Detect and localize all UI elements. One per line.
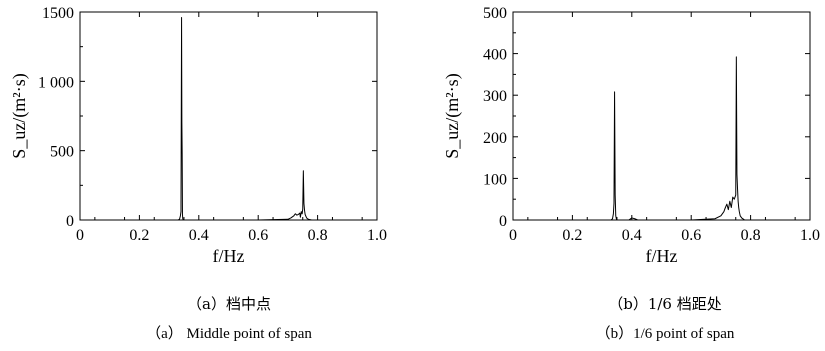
x-axis-label: f/Hz bbox=[213, 246, 245, 266]
x-tick-label: 0 bbox=[509, 227, 517, 244]
spectrum-series-line bbox=[80, 17, 377, 221]
caption-a-en: （a） Middle point of span bbox=[146, 326, 312, 342]
x-tick-label: 0 bbox=[76, 227, 84, 244]
spectrum-series-line bbox=[513, 56, 810, 221]
x-tick-label: 0.8 bbox=[308, 227, 328, 244]
x-tick-label: 0.6 bbox=[248, 227, 268, 244]
x-tick-label: 0.4 bbox=[189, 227, 209, 244]
chart-panel-b: 0 0.2 0.4 0.6 0.8 1.0 0 100 200 300 400 500 f/Hz S_uz… bbox=[442, 5, 820, 266]
y-tick-label: 100 bbox=[483, 171, 507, 188]
y-tick-label: 300 bbox=[483, 88, 507, 105]
y-axis-label: S_uz/(m²·s) bbox=[9, 73, 30, 158]
y-tick-label: 1500 bbox=[42, 5, 74, 22]
x-tick-label: 0.2 bbox=[562, 227, 582, 244]
y-tick-label: 400 bbox=[483, 47, 507, 64]
plot-frame bbox=[79, 11, 378, 221]
x-axis-label: f/Hz bbox=[646, 246, 678, 266]
x-tick-label: 0.2 bbox=[129, 227, 149, 244]
y-tick-label: 0 bbox=[499, 213, 507, 230]
y-tick-label: 0 bbox=[66, 213, 74, 230]
x-tick-label: 1.0 bbox=[800, 227, 820, 244]
plot-frame bbox=[512, 11, 811, 221]
y-tick-label: 1 000 bbox=[38, 74, 74, 91]
y-tick-label: 500 bbox=[483, 5, 507, 22]
x-tick-label: 0.6 bbox=[681, 227, 701, 244]
caption-b-cn: （b）1/6 档距处 bbox=[608, 295, 722, 313]
x-tick-label: 0.8 bbox=[741, 227, 761, 244]
y-tick-label: 500 bbox=[50, 144, 74, 161]
x-tick-label: 1.0 bbox=[367, 227, 387, 244]
caption-b-en: （b）1/6 point of span bbox=[595, 326, 735, 342]
chart-panel-a: 0 0.2 0.4 0.6 0.8 1.0 0 500 1 000 1500 f/Hz S_uz/(m… bbox=[9, 5, 387, 266]
x-tick-label: 0.4 bbox=[622, 227, 642, 244]
y-tick-label: 200 bbox=[483, 130, 507, 147]
caption-a-cn: （a）档中点 bbox=[187, 295, 271, 313]
y-axis-label: S_uz/(m²·s) bbox=[442, 73, 463, 158]
